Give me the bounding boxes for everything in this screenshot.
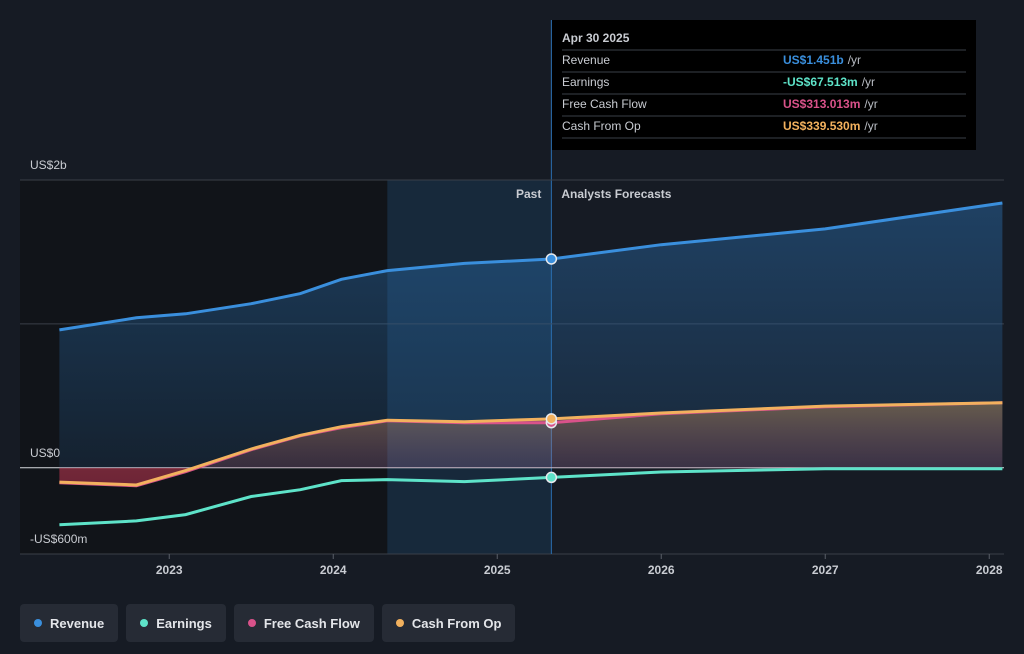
x-tick-label: 2026 — [648, 563, 675, 577]
past-label: Past — [516, 187, 541, 201]
legend-swatch — [140, 619, 149, 627]
tooltip-unit: /yr — [864, 97, 877, 111]
x-tick-label: 2024 — [320, 563, 347, 577]
tooltip-box — [552, 20, 976, 150]
x-tick-label: 2023 — [156, 563, 183, 577]
y-tick-label: US$2b — [30, 158, 67, 172]
x-tick-label: 2025 — [484, 563, 511, 577]
legend-label: Earnings — [156, 615, 212, 631]
tooltip-value-number: US$313.013m — [783, 97, 860, 111]
cash-area — [59, 402, 1003, 485]
tooltip-value: US$339.530m/yr — [783, 119, 878, 133]
forecast-label: Analysts Forecasts — [561, 187, 671, 201]
y-tick-label: -US$600m — [30, 532, 87, 546]
x-tick-label: 2027 — [812, 563, 839, 577]
legend-item[interactable]: Earnings — [126, 604, 226, 642]
tooltip-label: Revenue — [562, 53, 610, 67]
legend: Revenue Earnings Free Cash Flow Cash From O… — [20, 604, 516, 642]
tooltip-value-number: -US$67.513m — [783, 75, 858, 89]
tooltip-label: Cash From Op — [562, 119, 641, 133]
fcf-area — [59, 467, 198, 486]
legend-item[interactable]: Cash From Op — [381, 604, 516, 642]
legend-label: Cash From Op — [411, 615, 502, 631]
x-tick-label: 2028 — [976, 563, 1003, 577]
revenue-area — [59, 203, 1003, 468]
legend-item[interactable]: Free Cash Flow — [233, 604, 374, 642]
legend-label: Revenue — [50, 615, 105, 631]
tooltip-value-number: US$339.530m — [783, 119, 860, 133]
series-line — [59, 201, 1003, 332]
tooltip-unit: /yr — [848, 53, 861, 67]
page: {"chart_data": { "type": "line", "x": [2… — [20, 20, 1004, 642]
tooltip-unit: /yr — [862, 75, 875, 89]
point — [545, 471, 558, 484]
point — [545, 413, 558, 425]
tooltip-value-number: US$1.451b — [783, 53, 844, 67]
legend-swatch — [395, 619, 404, 627]
tooltip: Apr 30 2025 Revenue US$1.451b/yr Earnings -U… — [552, 20, 976, 150]
point — [545, 253, 558, 265]
tooltip-label: Free Cash Flow — [562, 97, 647, 111]
legend-swatch — [247, 619, 256, 627]
tooltip-unit: /yr — [864, 119, 877, 133]
tooltip-value: US$1.451b/yr — [783, 53, 861, 67]
legend-label: Free Cash Flow — [263, 615, 360, 631]
chart: -US$600m US$0 US$2b 2023 2024 2025 2026 2027 202… — [20, 20, 1004, 577]
tooltip-value: US$313.013m/yr — [783, 97, 878, 111]
y-tick-label: US$0 — [30, 446, 60, 460]
tooltip-value: -US$67.513m/yr — [783, 75, 875, 89]
series-line — [59, 467, 1003, 527]
series-line — [59, 401, 1003, 487]
legend-swatch — [34, 619, 42, 627]
tooltip-title: Apr 30 2025 — [562, 31, 630, 45]
tooltip-label: Earnings — [562, 75, 609, 89]
legend-item[interactable]: Revenue — [20, 604, 119, 642]
